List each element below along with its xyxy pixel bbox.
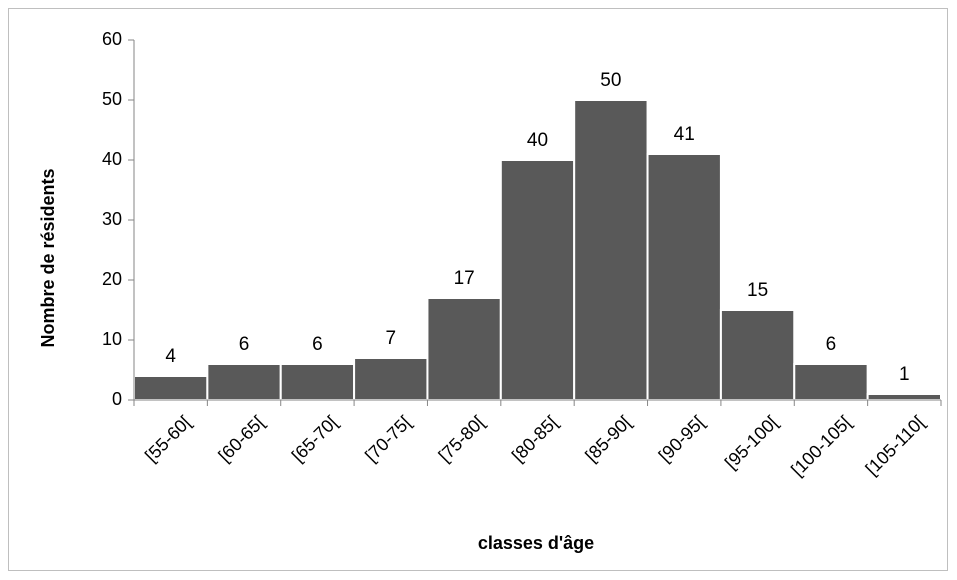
data-label: 17 bbox=[454, 268, 475, 289]
x-axis-title: classes d'âge bbox=[478, 533, 594, 553]
bar bbox=[646, 153, 722, 401]
y-tick-label: 50 bbox=[102, 89, 122, 109]
data-label: 41 bbox=[674, 124, 695, 145]
y-tick-label: 60 bbox=[102, 29, 122, 49]
y-tick-label: 10 bbox=[102, 329, 122, 349]
data-label: 15 bbox=[747, 280, 768, 301]
bar bbox=[793, 363, 869, 401]
data-label: 40 bbox=[527, 130, 548, 151]
y-tick-label: 30 bbox=[102, 209, 122, 229]
data-label: 6 bbox=[239, 334, 250, 355]
bar bbox=[866, 393, 942, 401]
bar bbox=[353, 357, 429, 401]
axes-group bbox=[128, 39, 942, 406]
x-tick-label: [100-105[ bbox=[787, 412, 855, 480]
data-label: 50 bbox=[600, 70, 621, 91]
x-tick-label: [70-75[ bbox=[361, 412, 415, 466]
x-tick-label: [60-65[ bbox=[214, 412, 268, 466]
bar bbox=[426, 297, 502, 401]
bar bbox=[719, 309, 796, 401]
bar bbox=[499, 159, 576, 401]
bar bbox=[279, 363, 356, 401]
y-tick-label: 0 bbox=[112, 389, 122, 409]
x-tick-label: [80-85[ bbox=[508, 412, 562, 466]
y-axis-title: Nombre de résidents bbox=[38, 168, 58, 347]
bar bbox=[573, 99, 649, 401]
x-tick-label: [90-95[ bbox=[655, 412, 709, 466]
x-tick-label: [55-60[ bbox=[141, 412, 195, 466]
data-label: 1 bbox=[899, 364, 910, 385]
x-tick-label: [65-70[ bbox=[288, 412, 342, 466]
y-tick-label: 20 bbox=[102, 269, 122, 289]
data-label: 6 bbox=[312, 334, 323, 355]
data-label: 4 bbox=[165, 346, 176, 367]
x-tick-label: [105-110[ bbox=[862, 412, 929, 479]
x-tick-label: [85-90[ bbox=[581, 412, 635, 466]
chart-frame bbox=[8, 8, 948, 571]
x-tick-label: [75-80[ bbox=[435, 412, 489, 466]
data-label: 7 bbox=[385, 328, 396, 349]
bar bbox=[133, 375, 209, 401]
y-tick-label: 40 bbox=[102, 149, 122, 169]
bar bbox=[206, 363, 282, 401]
data-label: 6 bbox=[826, 334, 837, 355]
x-tick-label: [95-100[ bbox=[721, 412, 782, 473]
